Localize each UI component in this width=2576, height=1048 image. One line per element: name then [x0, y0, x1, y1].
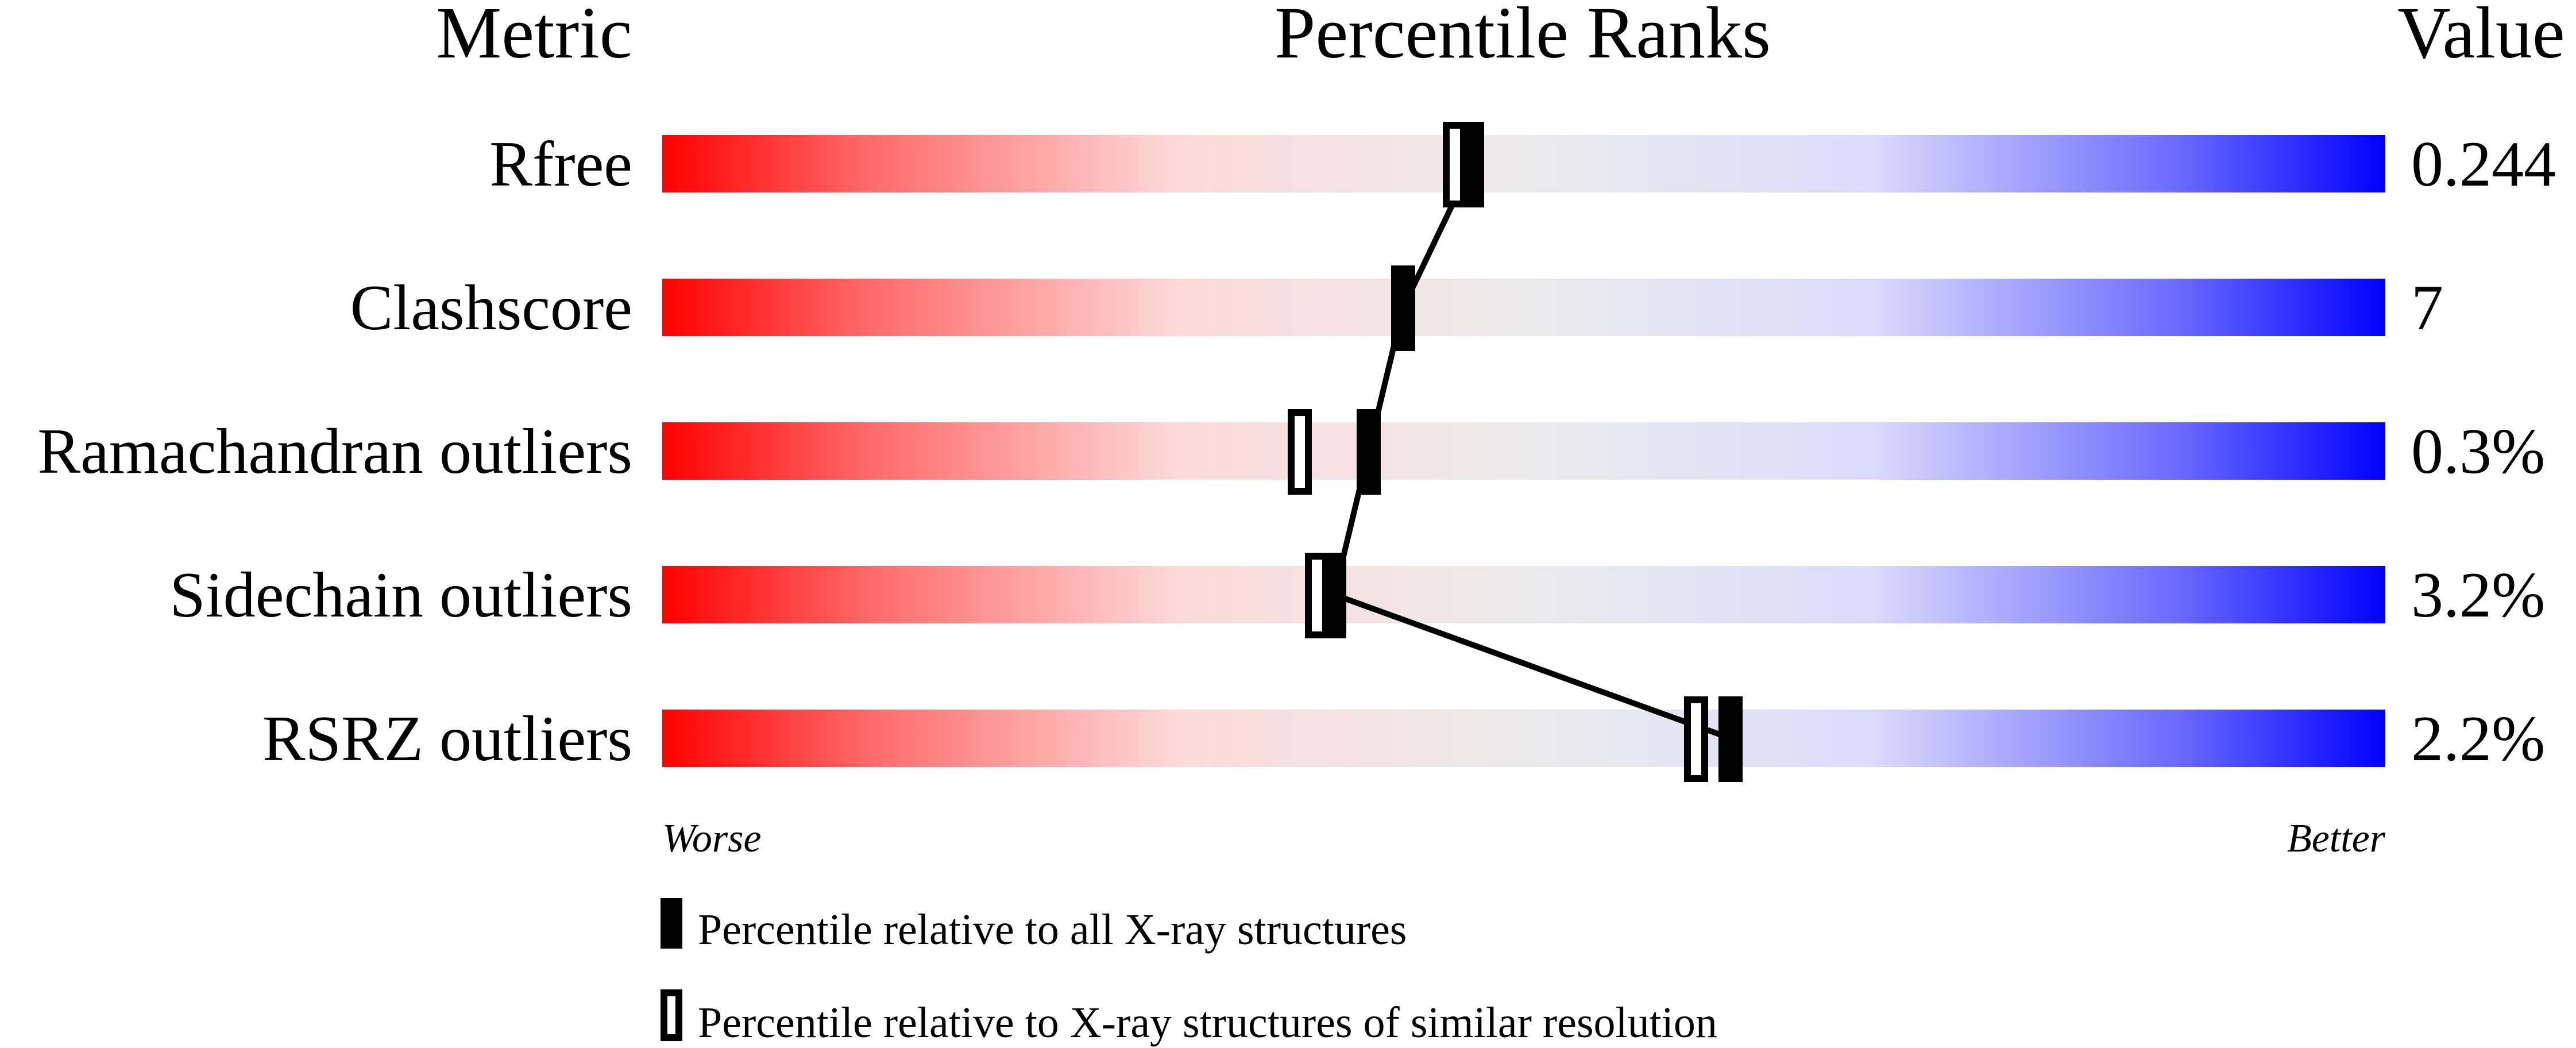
marker-all-structures: [1460, 122, 1484, 207]
percentile-bar: [662, 279, 2385, 336]
percentile-bar: [662, 422, 2385, 480]
legend-label-similar: Percentile relative to X-ray structures …: [698, 999, 1717, 1047]
marker-all-structures: [1357, 409, 1381, 495]
legend-open-marker: [661, 989, 682, 1041]
metric-value: 2.2%: [2411, 703, 2545, 775]
percentile-bar: [662, 135, 2385, 192]
marker-all-structures: [1718, 696, 1743, 782]
connector-line: [1333, 592, 1732, 741]
metric-value: 0.244: [2411, 129, 2556, 200]
metric-label: Sidechain outliers: [169, 560, 632, 631]
metric-value: 3.2%: [2411, 560, 2545, 631]
marker-all-structures: [1322, 553, 1346, 638]
marker-all-structures: [1391, 265, 1415, 351]
header-metric: Metric: [436, 0, 632, 74]
metric-label: RSRZ outliers: [262, 703, 632, 775]
metric-label: Rfree: [489, 129, 632, 200]
header-value: Value: [2397, 0, 2565, 74]
percentile-bar: [662, 710, 2385, 767]
header-percentile-ranks: Percentile Ranks: [1275, 0, 1771, 74]
legend-label-all: Percentile relative to all X-ray structu…: [698, 906, 1407, 954]
axis-label-better: Better: [2287, 816, 2386, 861]
axis-label-worse: Worse: [662, 816, 761, 861]
marker-similar-resolution: [1684, 696, 1708, 782]
metric-value: 0.3%: [2411, 416, 2545, 487]
metric-label: Ramachandran outliers: [37, 416, 632, 487]
percentile-bar: [662, 566, 2385, 623]
legend-filled-marker: [661, 898, 682, 949]
marker-similar-resolution: [1288, 409, 1312, 495]
metric-value: 7: [2411, 272, 2443, 344]
metric-label: Clashscore: [350, 272, 632, 344]
